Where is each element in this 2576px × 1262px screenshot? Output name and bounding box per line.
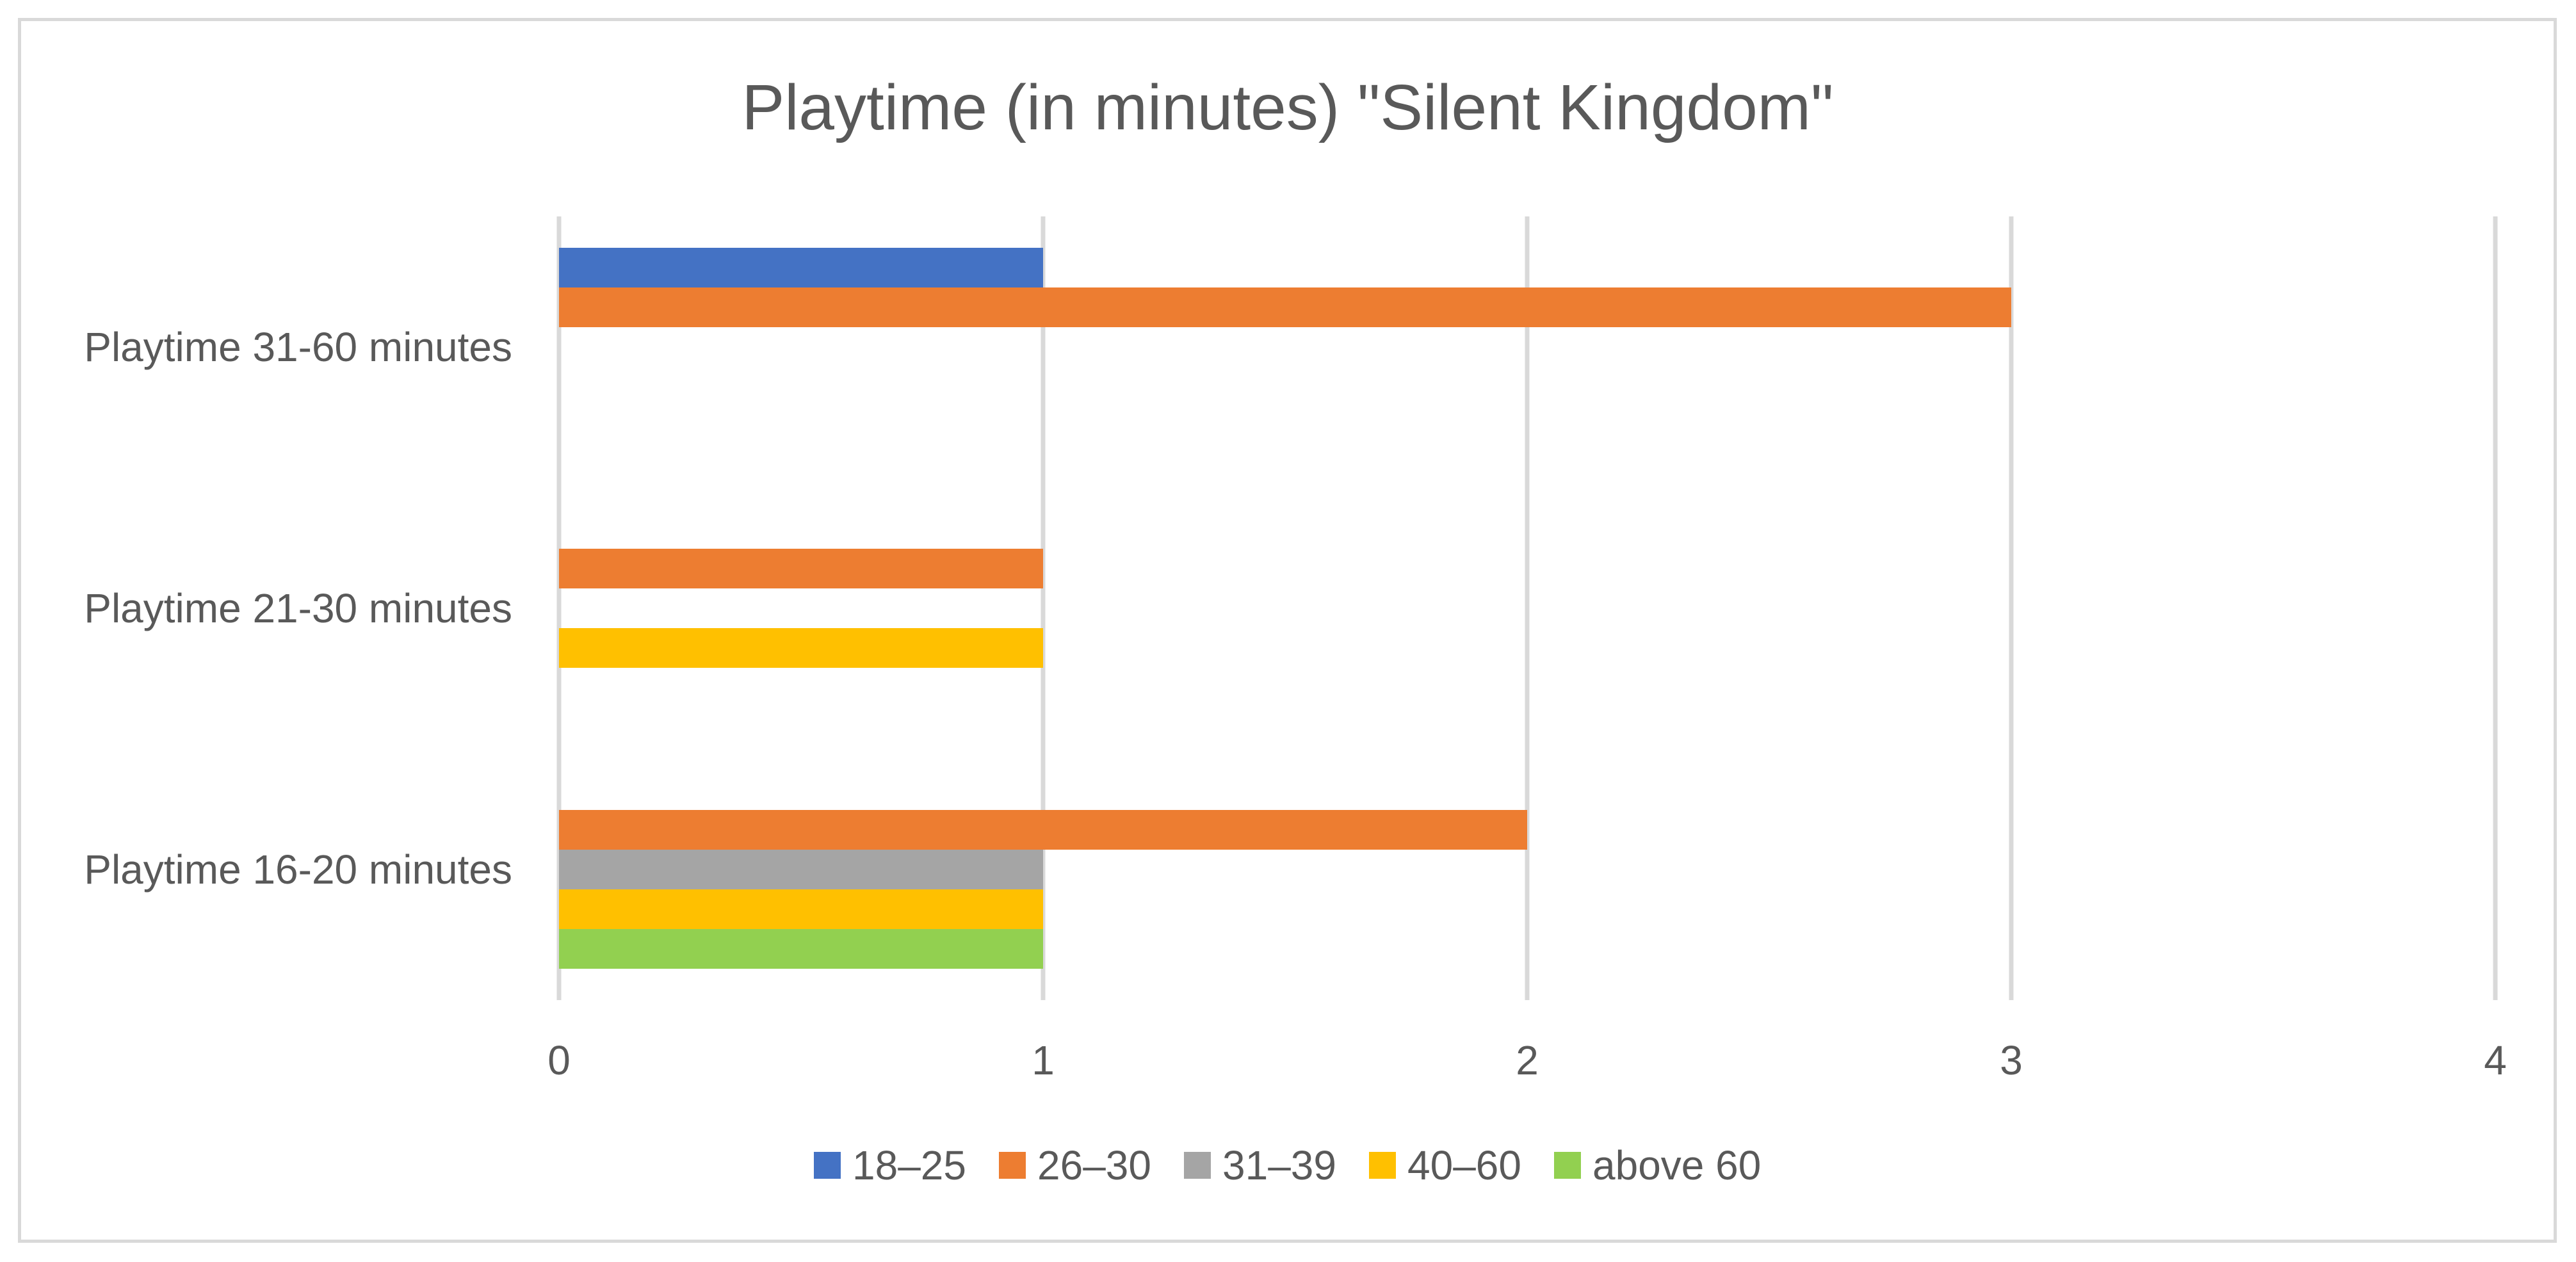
bar xyxy=(559,929,1043,969)
legend-item: 31–39 xyxy=(1184,1142,1336,1188)
legend-label: 26–30 xyxy=(1037,1142,1151,1188)
legend-swatch xyxy=(999,1152,1026,1179)
bar xyxy=(559,628,1043,668)
legend-item: 40–60 xyxy=(1369,1142,1521,1188)
legend-label: 18–25 xyxy=(852,1142,966,1188)
x-tick-label: 3 xyxy=(2000,1037,2023,1083)
category-label: Playtime 21-30 minutes xyxy=(84,585,512,631)
legend-label: 40–60 xyxy=(1407,1142,1521,1188)
chart-frame xyxy=(18,18,2557,1243)
bar xyxy=(559,549,1043,588)
bar xyxy=(559,248,1043,287)
bars xyxy=(559,248,2011,969)
legend-item: 18–25 xyxy=(814,1142,966,1188)
legend-label: 31–39 xyxy=(1222,1142,1336,1188)
x-tick-label: 4 xyxy=(2484,1037,2507,1083)
chart-title: Playtime (in minutes) "Silent Kingdom" xyxy=(742,72,1834,143)
x-tick-label: 2 xyxy=(1516,1037,1539,1083)
legend-swatch xyxy=(1369,1152,1396,1179)
category-labels: Playtime 16-20 minutes Playtime 21-30 min… xyxy=(84,324,512,893)
legend: 18–25 26–30 31–39 40–60 above 60 xyxy=(814,1142,1761,1188)
category-label: Playtime 16-20 minutes xyxy=(84,846,512,893)
x-tick-label: 0 xyxy=(547,1037,571,1083)
legend-swatch xyxy=(1554,1152,1581,1179)
legend-item: above 60 xyxy=(1554,1142,1761,1188)
legend-label: above 60 xyxy=(1592,1142,1761,1188)
category-label: Playtime 31-60 minutes xyxy=(84,324,512,370)
legend-swatch xyxy=(814,1152,841,1179)
bar xyxy=(559,850,1043,889)
legend-swatch xyxy=(1184,1152,1211,1179)
bar xyxy=(559,810,1527,850)
x-tick-label: 1 xyxy=(1032,1037,1055,1083)
bar xyxy=(559,889,1043,929)
x-axis-tick-labels: 0 1 2 3 4 xyxy=(547,1037,2507,1083)
bar xyxy=(559,287,2011,327)
legend-item: 26–30 xyxy=(999,1142,1151,1188)
